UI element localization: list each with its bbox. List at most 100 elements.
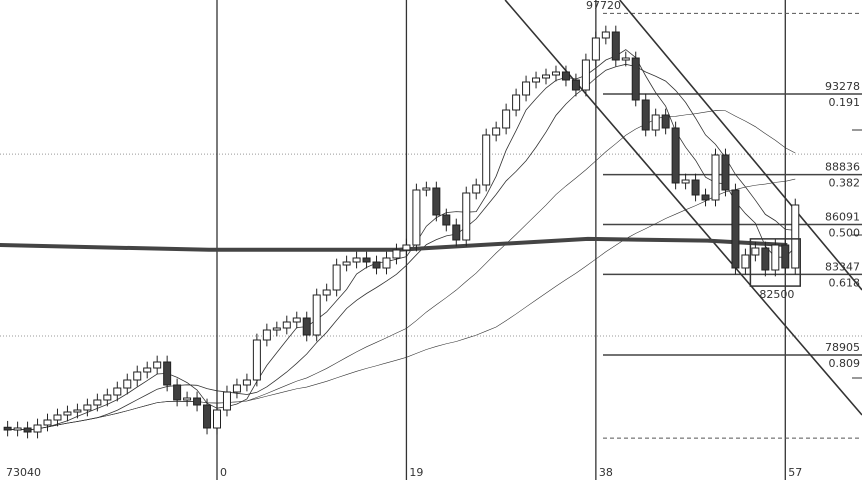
candle-body	[591, 37, 600, 61]
candle-body	[472, 184, 481, 194]
candle	[771, 238, 780, 277]
candle	[492, 121, 501, 142]
candle-body	[771, 244, 780, 271]
channel-line	[504, 0, 862, 416]
candle	[522, 75, 531, 102]
candle	[671, 121, 680, 190]
candle-body	[482, 134, 491, 186]
candle-body	[213, 409, 221, 429]
candle-body	[33, 424, 42, 433]
candle	[761, 241, 770, 277]
low-box	[749, 238, 801, 287]
candle	[312, 288, 321, 342]
candle-body	[43, 419, 52, 426]
candle-body	[601, 31, 610, 39]
candle	[571, 73, 580, 97]
long-moving-average	[0, 236, 788, 252]
candle	[252, 333, 261, 387]
candle-body	[272, 327, 281, 331]
candle	[611, 25, 620, 67]
candle	[163, 355, 172, 392]
candle	[551, 65, 560, 82]
moving-average-5	[7, 49, 796, 431]
candle-body	[53, 414, 62, 421]
candle	[222, 385, 231, 417]
candle	[73, 403, 82, 419]
candle	[83, 398, 92, 417]
candle	[661, 108, 670, 135]
candle-body	[581, 59, 590, 91]
candle	[382, 251, 391, 275]
candle-body	[551, 71, 560, 76]
candle	[601, 25, 610, 45]
candle-body	[242, 379, 251, 386]
fib-ratio-label: 0.500	[829, 227, 861, 240]
candle	[153, 355, 162, 375]
candle-body	[452, 224, 461, 241]
candle-body	[232, 384, 241, 393]
moving-average-10	[7, 63, 796, 431]
candle-body	[611, 31, 620, 61]
candle	[621, 51, 630, 67]
candle	[302, 311, 311, 342]
candle-body	[711, 154, 720, 201]
candle-body	[93, 399, 102, 406]
candle	[741, 248, 750, 275]
high-price-label: 97720	[586, 0, 621, 12]
candle	[332, 258, 341, 297]
x-tick-label: 57	[788, 466, 802, 479]
candle	[13, 421, 22, 437]
candle	[322, 283, 331, 302]
candle-body	[631, 57, 640, 101]
candle	[462, 186, 471, 247]
moving-average-50	[7, 178, 796, 431]
candle-body	[561, 71, 570, 81]
candle-body	[23, 427, 32, 433]
candle-body	[183, 397, 192, 401]
candle-body	[292, 317, 301, 323]
candle-body	[432, 187, 441, 216]
candle-body	[113, 387, 122, 396]
candle-body	[13, 427, 22, 431]
x-tick-label: 19	[409, 466, 423, 479]
fib-ratio-label: 0.382	[829, 177, 861, 190]
candle	[63, 405, 72, 422]
candle-body	[83, 404, 92, 411]
candle-body	[173, 384, 182, 401]
candle-body	[492, 127, 501, 136]
candle	[103, 388, 112, 407]
candle-body	[741, 254, 750, 269]
candle-body	[791, 204, 800, 269]
candle	[721, 148, 730, 197]
candle	[282, 315, 291, 335]
candle-body	[332, 264, 341, 291]
candle	[651, 108, 660, 137]
candle	[93, 393, 102, 412]
candle-body	[502, 109, 511, 129]
candle	[701, 188, 710, 207]
candle-body	[462, 192, 471, 241]
candle-body	[312, 294, 321, 336]
candle-body	[532, 77, 541, 83]
candle-body	[651, 114, 660, 131]
candle-body	[641, 99, 650, 131]
candle-body	[193, 397, 202, 406]
candle	[452, 218, 461, 247]
low-price-label: 82500	[759, 288, 794, 301]
fib-price-label: 93278	[825, 80, 860, 93]
candle	[472, 178, 481, 200]
candle-body	[402, 244, 411, 251]
channel-line	[619, 0, 862, 291]
candle-body	[392, 249, 401, 259]
candle	[292, 311, 301, 329]
candle	[232, 378, 241, 399]
candle-body	[512, 94, 521, 111]
candle	[731, 183, 740, 275]
fib-ratio-label: 0.191	[829, 96, 861, 109]
candle-body	[661, 114, 670, 129]
x-tick-label: 38	[599, 466, 613, 479]
candle	[173, 378, 182, 407]
candle-body	[3, 426, 12, 431]
candle-body	[412, 189, 421, 246]
x-tick-label: 73040	[6, 466, 41, 479]
